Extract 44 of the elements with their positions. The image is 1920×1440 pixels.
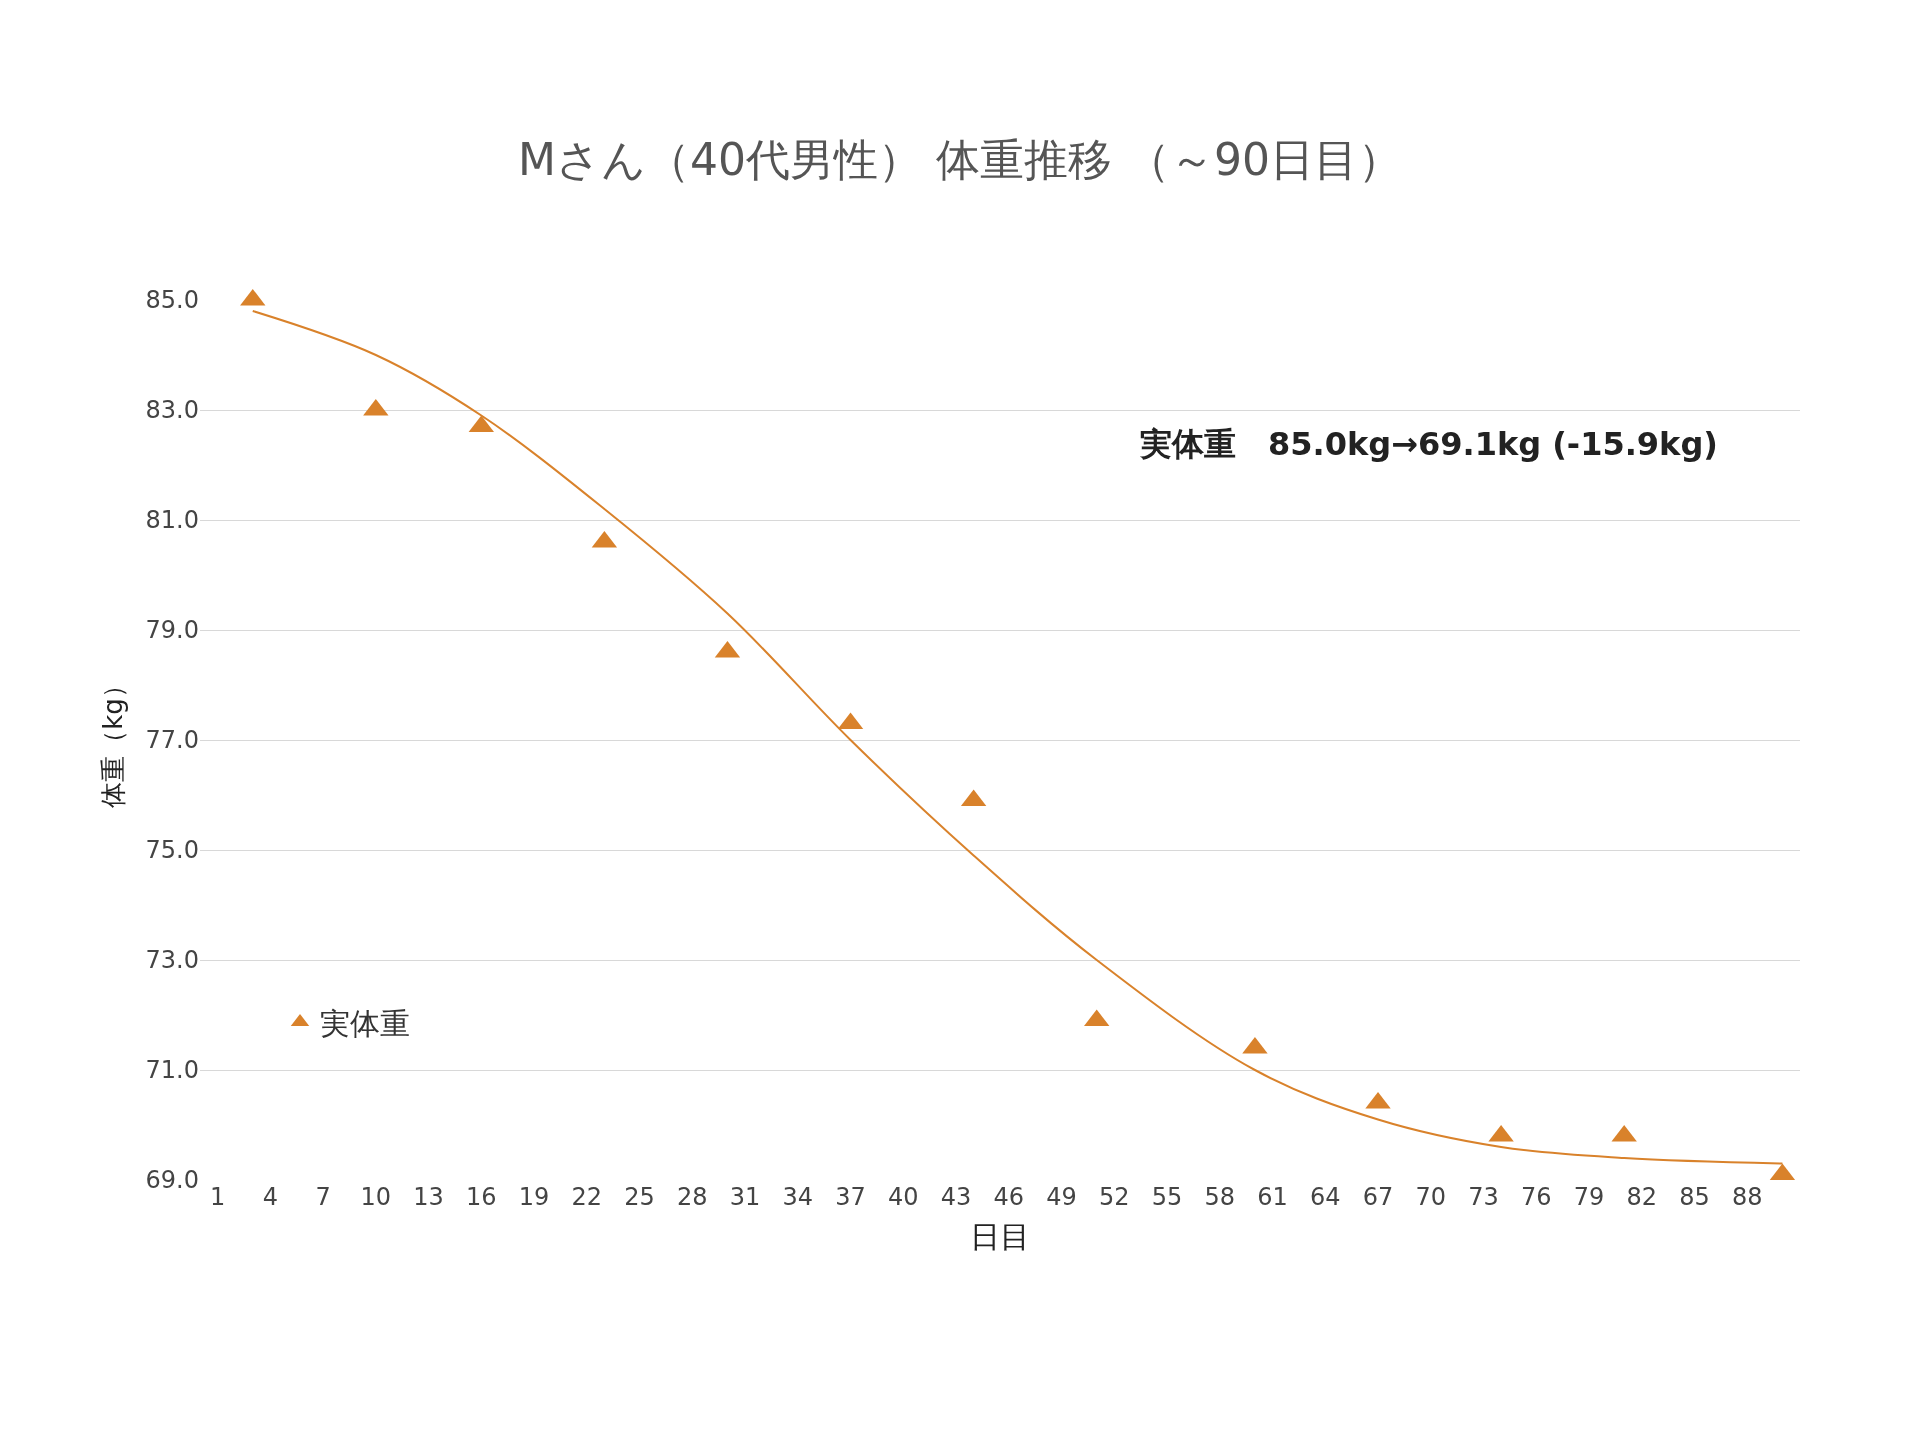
y-axis-title: 体重（kg） — [97, 672, 128, 808]
x-tick-label: 43 — [940, 1183, 972, 1211]
annotation: 実体重 85.0kg→69.1kg (-15.9kg) — [1139, 425, 1718, 463]
x-tick-label: 28 — [677, 1183, 708, 1211]
x-tick-label: 25 — [624, 1183, 655, 1211]
y-tick-label: 73.0 — [145, 946, 199, 975]
x-tick-label: 40 — [888, 1183, 919, 1211]
x-tick-label: 49 — [1046, 1183, 1077, 1211]
x-tick-label: 82 — [1626, 1183, 1658, 1211]
x-tick-label: 64 — [1310, 1183, 1341, 1211]
x-tick-label: 46 — [993, 1183, 1025, 1211]
x-tick-label: 19 — [518, 1183, 550, 1211]
x-tick-label: 16 — [466, 1183, 497, 1211]
y-tick-label: 69.0 — [145, 1166, 199, 1195]
x-tick-label: 31 — [729, 1183, 761, 1211]
x-tick-label: 1 — [209, 1183, 226, 1211]
x-tick-label: 52 — [1099, 1183, 1130, 1211]
x-tick-label: 61 — [1257, 1183, 1288, 1211]
x-tick-label: 10 — [360, 1183, 392, 1211]
y-tick-label: 81.0 — [145, 506, 199, 535]
x-tick-label: 73 — [1468, 1183, 1499, 1211]
legend-label: 実体重 — [320, 1005, 410, 1041]
x-tick-label: 67 — [1362, 1183, 1394, 1211]
x-tick-label: 4 — [262, 1183, 278, 1211]
y-tick-label: 77.0 — [145, 726, 199, 755]
x-tick-label: 88 — [1731, 1183, 1763, 1211]
y-tick-label: 85.0 — [145, 286, 199, 315]
x-axis-title: 日目 — [970, 1218, 1030, 1254]
x-tick-label: 58 — [1204, 1183, 1236, 1211]
x-tick-label: 34 — [782, 1183, 814, 1211]
x-tick-label: 70 — [1415, 1183, 1447, 1211]
x-tick-label: 22 — [571, 1183, 603, 1211]
x-tick-label: 13 — [413, 1183, 444, 1211]
x-tick-label: 76 — [1520, 1183, 1552, 1211]
chart-title: Mさん（40代男性） 体重推移 （～90日目） — [518, 133, 1402, 185]
y-tick-label: 71.0 — [145, 1056, 199, 1085]
x-tick-label: 37 — [835, 1183, 866, 1211]
x-tick-label: 85 — [1679, 1183, 1710, 1211]
y-tick-label: 83.0 — [145, 396, 199, 425]
y-tick-label: 79.0 — [145, 616, 199, 645]
x-tick-label: 79 — [1573, 1183, 1605, 1211]
y-tick-label: 75.0 — [145, 836, 199, 865]
x-tick-label: 7 — [315, 1183, 331, 1211]
x-tick-label: 55 — [1151, 1183, 1183, 1211]
